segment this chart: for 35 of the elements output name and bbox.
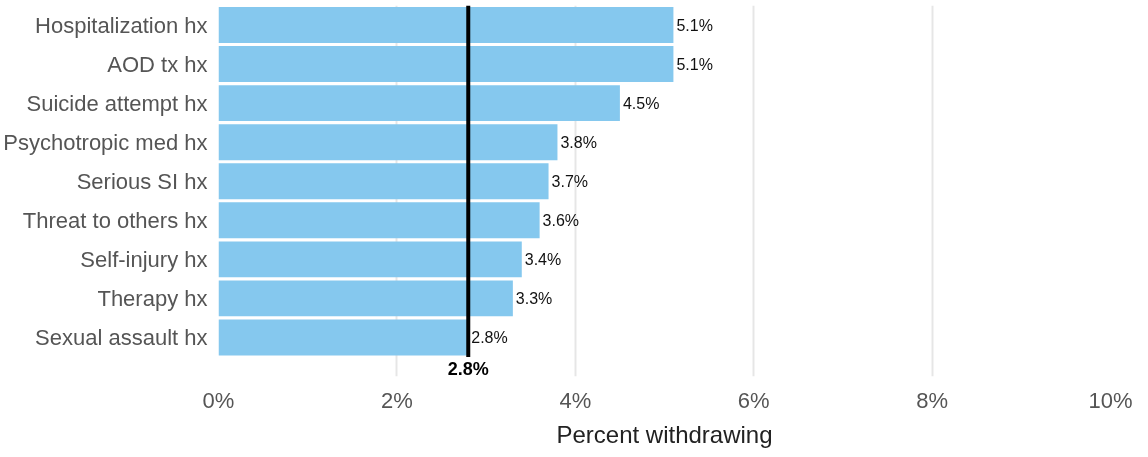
bar <box>218 241 522 278</box>
y-tick-label: Self-injury hx <box>80 246 208 272</box>
ref-line-label: 2.8% <box>447 358 489 379</box>
data-label: 3.7% <box>551 172 589 190</box>
y-tick-label: Therapy hx <box>97 285 208 311</box>
bar <box>218 7 674 43</box>
x-tick-label: 4% <box>559 387 592 413</box>
data-label: 4.5% <box>622 94 660 112</box>
data-label: 2.8% <box>471 328 508 346</box>
y-tick-label: AOD tx hx <box>107 51 208 77</box>
data-label: 5.1% <box>676 16 713 34</box>
data-label: 3.6% <box>542 211 580 229</box>
x-tick-label: 0% <box>202 387 235 413</box>
data-label: 3.4% <box>524 250 562 268</box>
bar <box>218 280 513 317</box>
bar <box>218 163 549 200</box>
y-tick-label: Serious SI hx <box>76 168 208 194</box>
y-tick-label: Psychotropic med hx <box>3 129 208 155</box>
bar <box>218 124 558 161</box>
data-label: 3.3% <box>515 289 553 307</box>
x-tick-label: 10% <box>1088 387 1133 413</box>
y-tick-label: Sexual assault hx <box>35 324 208 350</box>
y-tick-label: Threat to others hx <box>22 207 208 233</box>
data-label: 3.8% <box>560 133 597 151</box>
y-tick-label: Hospitalization hx <box>35 12 208 38</box>
x-tick-label: 6% <box>737 387 770 413</box>
x-tick-label: 8% <box>916 387 948 413</box>
data-label: 5.1% <box>676 55 713 73</box>
bar <box>218 319 469 356</box>
y-tick-label: Suicide attempt hx <box>26 90 208 116</box>
bar <box>218 202 540 239</box>
x-tick-label: 2% <box>381 387 413 413</box>
bar <box>218 46 674 83</box>
bar <box>218 85 620 122</box>
x-axis-title: Percent withdrawing <box>556 420 773 448</box>
